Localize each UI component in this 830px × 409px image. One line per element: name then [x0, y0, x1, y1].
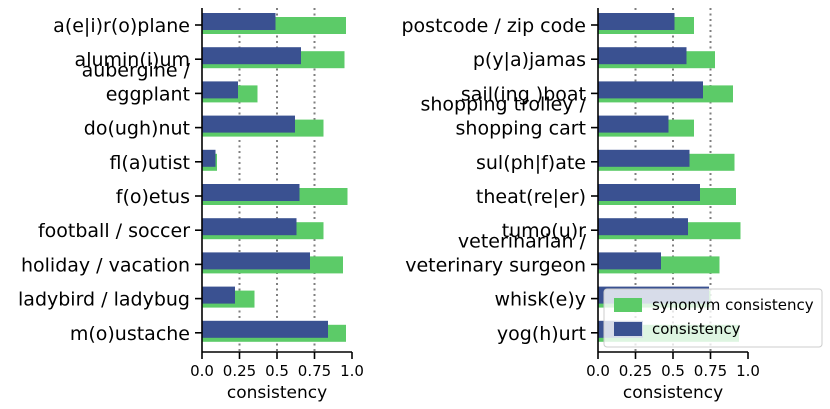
category-label: a(e|i)r(o)plane	[53, 15, 190, 37]
x-tick-label: 0.25	[223, 362, 256, 380]
x-tick-label: 0.75	[694, 362, 727, 380]
category-label: p(y|a)jamas	[473, 49, 586, 71]
category-label: fl(a)utist	[109, 152, 190, 174]
category-label: whisk(e)y	[494, 289, 586, 311]
bar-consistency	[202, 320, 328, 338]
x-axis-label: consistency	[623, 383, 723, 403]
category-label: veterinarian / veterinary surgeon	[405, 230, 586, 276]
bar-consistency	[202, 149, 216, 167]
category-label: football / soccer	[38, 220, 190, 242]
bar-consistency	[598, 47, 687, 65]
bar-consistency	[202, 252, 310, 270]
x-tick-label: 0.0	[190, 362, 214, 380]
bar-consistency	[202, 13, 276, 30]
bar-consistency	[202, 218, 297, 236]
legend-label: consistency	[652, 320, 741, 338]
category-label: sail(ing )boat	[461, 83, 586, 105]
category-label: postcode / zip code	[401, 15, 586, 37]
legend-box	[603, 288, 823, 348]
bar-consistency	[598, 149, 690, 167]
category-label: do(ugh)nut	[84, 118, 190, 140]
category-label: f(o)etus	[116, 186, 190, 208]
category-label: m(o)ustache	[70, 323, 190, 345]
bar-consistency	[598, 252, 661, 270]
chart-panel-2: postcode / zip code p(y|a)jamas sail(ing )…	[401, 8, 823, 403]
x-tick-label: 1.0	[340, 362, 364, 380]
legend-swatch	[614, 298, 642, 312]
bar-consistency	[598, 81, 703, 99]
bar-consistency	[202, 184, 300, 201]
category-label: holiday / vacation	[21, 254, 190, 276]
legend-swatch	[614, 322, 642, 336]
legend: synonym consistency consistency	[603, 288, 823, 348]
bar-consistency	[202, 115, 295, 133]
x-axis-label: consistency	[227, 383, 327, 403]
x-tick-label: 0.5	[265, 362, 289, 380]
bar-consistency	[202, 81, 238, 99]
category-label: shopping trolley / shopping cart	[420, 94, 586, 140]
bar-consistency	[598, 13, 675, 30]
bar-consistency	[598, 184, 700, 201]
bar-consistency	[598, 218, 688, 236]
legend-label: synonym consistency	[652, 296, 814, 314]
category-label: yog(h)urt	[497, 323, 586, 345]
x-tick-label: 1.0	[736, 362, 760, 380]
x-tick-label: 0.5	[661, 362, 685, 380]
bar-consistency	[202, 286, 235, 304]
category-label: ladybird / ladybug	[18, 289, 190, 311]
category-label: aubergine / eggplant	[82, 59, 191, 105]
bar-consistency	[202, 47, 301, 65]
category-label: theat(re|er)	[476, 186, 586, 208]
x-tick-label: 0.75	[298, 362, 331, 380]
category-label: tumo(u)r	[502, 220, 586, 242]
category-label: alumin(i)um	[75, 49, 190, 71]
category-label: sul(ph|f)ate	[476, 152, 586, 174]
x-tick-label: 0.0	[586, 362, 610, 380]
x-tick-label: 0.25	[619, 362, 652, 380]
bar-consistency	[598, 115, 669, 133]
